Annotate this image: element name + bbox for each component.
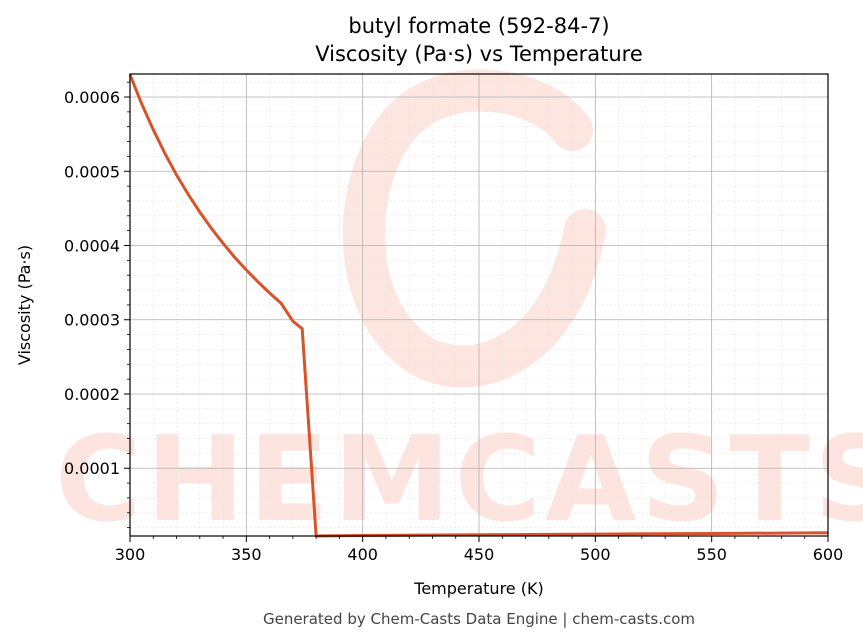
x-axis: 300 350 400 450 500 550 600 bbox=[115, 536, 844, 564]
chart-subtitle: Viscosity (Pa·s) vs Temperature bbox=[315, 42, 643, 66]
x-tick-label: 500 bbox=[580, 545, 611, 564]
y-axis: 0.0001 0.0002 0.0003 0.0004 0.0005 0.0006 bbox=[64, 81, 130, 529]
x-tick-label: 300 bbox=[115, 545, 146, 564]
chart-title: butyl formate (592-84-7) bbox=[348, 14, 609, 38]
x-tick-label: 450 bbox=[464, 545, 495, 564]
y-tick-label: 0.0002 bbox=[64, 385, 120, 404]
watermark-text: CHEMCASTS bbox=[55, 410, 863, 548]
x-tick-label: 600 bbox=[813, 545, 844, 564]
x-tick-label: 350 bbox=[231, 545, 262, 564]
chemcasts-watermark-logo: CHEMCASTS bbox=[55, 69, 863, 548]
y-tick-label: 0.0003 bbox=[64, 311, 120, 330]
y-tick-label: 0.0006 bbox=[64, 88, 120, 107]
y-tick-label: 0.0004 bbox=[64, 236, 120, 255]
y-tick-label: 0.0005 bbox=[64, 162, 120, 181]
viscosity-series-line bbox=[128, 74, 829, 538]
y-tick-label: 0.0001 bbox=[64, 459, 120, 478]
footer-credit: Generated by Chem-Casts Data Engine | ch… bbox=[263, 610, 695, 628]
watermark-swirl bbox=[342, 69, 606, 388]
major-grid bbox=[130, 74, 828, 536]
x-tick-label: 400 bbox=[347, 545, 378, 564]
y-axis-label: Viscosity (Pa·s) bbox=[15, 245, 34, 365]
x-axis-label: Temperature (K) bbox=[413, 579, 543, 598]
x-tick-label: 550 bbox=[696, 545, 727, 564]
series-layer bbox=[128, 74, 829, 538]
